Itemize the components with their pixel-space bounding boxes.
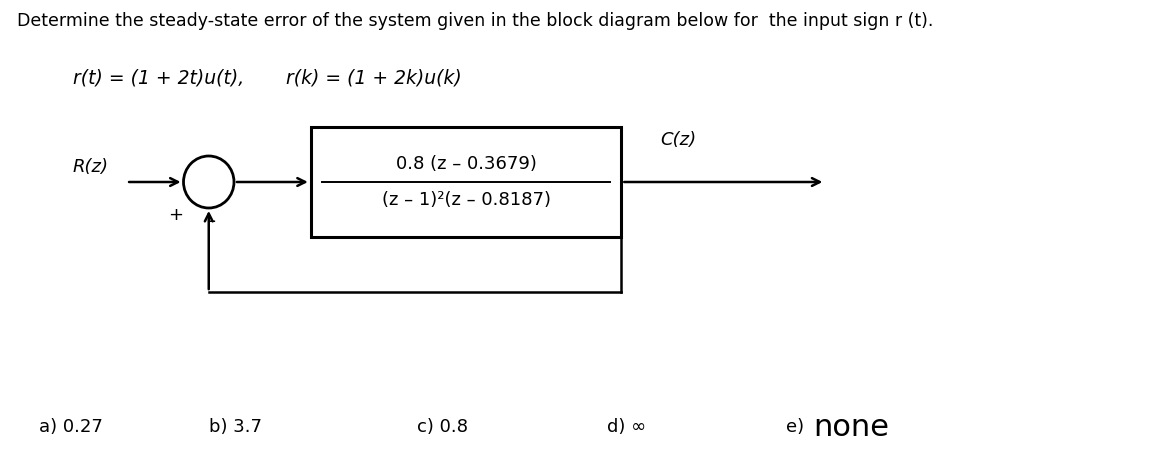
Text: Determine the steady-state error of the system given in the block diagram below : Determine the steady-state error of the … bbox=[17, 12, 934, 30]
Text: b) 3.7: b) 3.7 bbox=[208, 418, 261, 436]
Text: d) ∞: d) ∞ bbox=[606, 418, 646, 436]
Text: C(z): C(z) bbox=[661, 131, 697, 149]
Text: +: + bbox=[168, 206, 183, 224]
Text: r(k) = (1 + 2k)u(k): r(k) = (1 + 2k)u(k) bbox=[287, 69, 462, 88]
Text: (z – 1)²(z – 0.8187): (z – 1)²(z – 0.8187) bbox=[382, 191, 551, 209]
Text: none: none bbox=[813, 412, 890, 441]
Text: r(t) = (1 + 2t)u(t),: r(t) = (1 + 2t)u(t), bbox=[73, 69, 244, 88]
Text: R(z): R(z) bbox=[73, 158, 109, 176]
Text: 0.8 (z – 0.3679): 0.8 (z – 0.3679) bbox=[396, 155, 537, 173]
Text: e): e) bbox=[787, 418, 810, 436]
Text: a) 0.27: a) 0.27 bbox=[39, 418, 103, 436]
Text: -: - bbox=[209, 212, 216, 231]
Text: c) 0.8: c) 0.8 bbox=[418, 418, 469, 436]
Bar bbox=[311, 127, 621, 237]
